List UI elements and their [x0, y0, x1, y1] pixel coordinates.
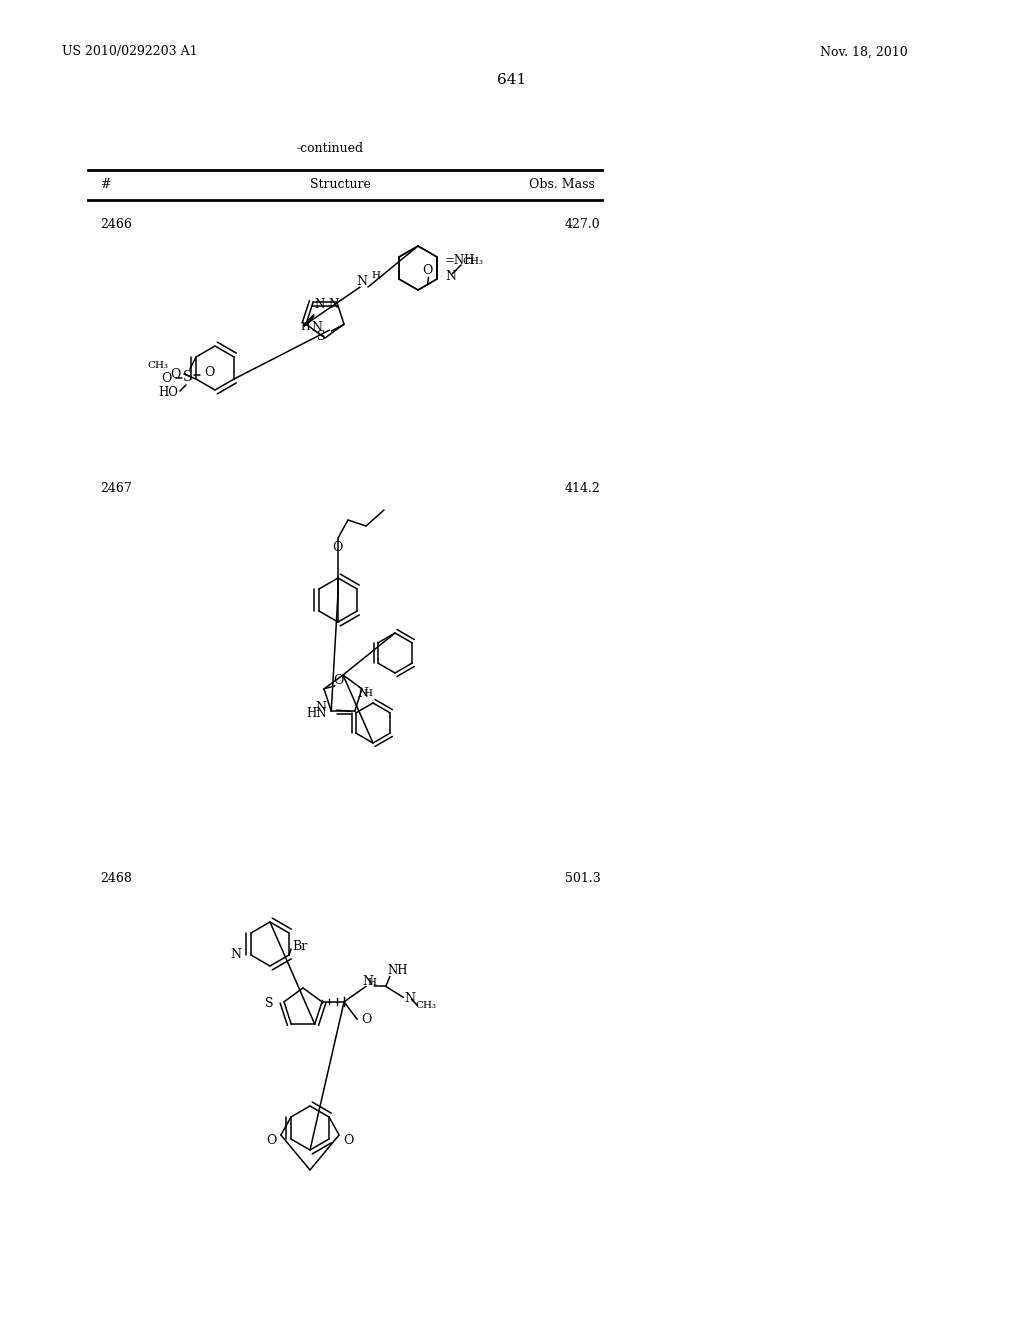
Text: US 2010/0292203 A1: US 2010/0292203 A1: [62, 45, 198, 58]
Text: N: N: [311, 321, 323, 334]
Text: -continued: -continued: [296, 141, 364, 154]
Text: HO: HO: [158, 387, 178, 400]
Text: 414.2: 414.2: [565, 482, 601, 495]
Text: Nov. 18, 2010: Nov. 18, 2010: [820, 45, 907, 58]
Text: 2467: 2467: [100, 482, 132, 495]
Text: #: #: [100, 178, 111, 191]
Text: 501.3: 501.3: [565, 871, 601, 884]
Text: H: H: [364, 689, 372, 698]
Text: 641: 641: [498, 73, 526, 87]
Text: Obs. Mass: Obs. Mass: [529, 178, 595, 191]
Text: N: N: [404, 991, 416, 1005]
Text: 2468: 2468: [100, 871, 132, 884]
Text: Structure: Structure: [309, 178, 371, 191]
Text: Br: Br: [292, 940, 307, 953]
Text: N: N: [315, 701, 327, 714]
Text: O: O: [333, 675, 343, 688]
Text: NH: NH: [388, 964, 409, 977]
Text: N: N: [362, 975, 373, 987]
Text: O: O: [204, 367, 214, 380]
Text: H: H: [367, 978, 376, 987]
Text: N: N: [356, 275, 368, 288]
Text: O: O: [266, 1134, 276, 1147]
Text: =NH: =NH: [445, 253, 475, 267]
Text: O: O: [171, 368, 181, 381]
Text: O: O: [343, 1134, 353, 1147]
Text: O: O: [422, 264, 433, 277]
Text: N: N: [357, 688, 368, 701]
Text: N: N: [230, 949, 241, 961]
Text: N: N: [445, 269, 456, 282]
Text: H: H: [371, 271, 380, 280]
Text: HN: HN: [306, 706, 327, 719]
Text: O: O: [332, 541, 342, 554]
Text: S: S: [265, 998, 274, 1010]
Text: O: O: [162, 372, 172, 385]
Text: 427.0: 427.0: [565, 219, 601, 231]
Text: N: N: [329, 298, 339, 312]
Text: O: O: [361, 1012, 372, 1026]
Text: N: N: [314, 298, 325, 312]
Text: S: S: [316, 330, 326, 342]
Text: CH₃: CH₃: [147, 360, 168, 370]
Text: CH₃: CH₃: [416, 1001, 436, 1010]
Text: S: S: [183, 370, 193, 384]
Text: 2466: 2466: [100, 219, 132, 231]
Text: H: H: [301, 322, 310, 333]
Text: CH₃: CH₃: [462, 256, 483, 265]
